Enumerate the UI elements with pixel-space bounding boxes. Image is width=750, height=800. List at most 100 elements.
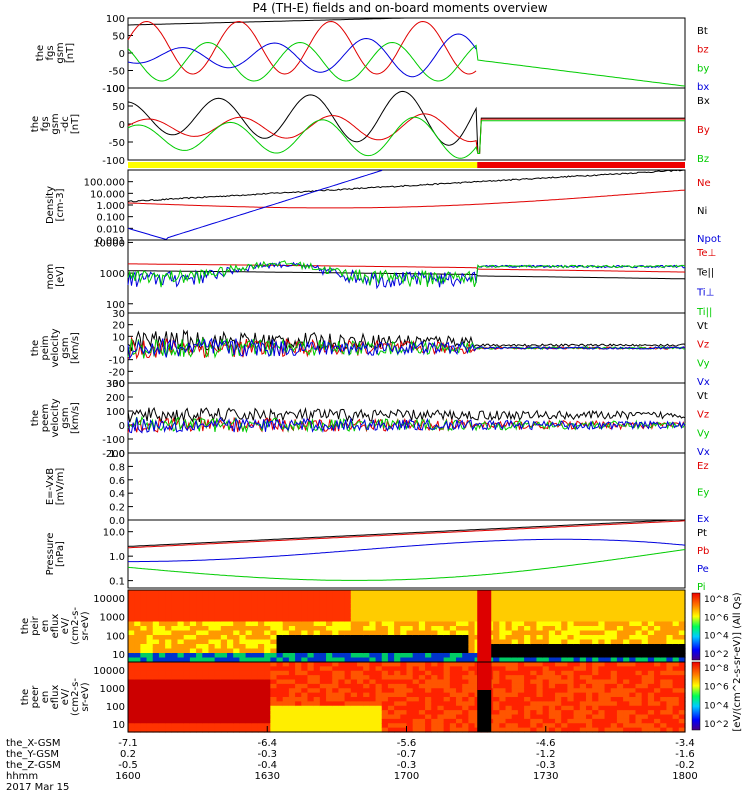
spectrogram-cell (387, 670, 395, 676)
spectrogram-cell (598, 590, 606, 596)
spectrogram-cell (264, 705, 271, 711)
spectrogram-cell (301, 675, 309, 681)
spectrogram-cell (189, 714, 197, 720)
spectrogram-cell (678, 727, 686, 733)
spectrogram-cell (165, 590, 172, 596)
spectrogram-cell (264, 679, 271, 685)
spectrogram-cell (555, 630, 562, 636)
spectrogram-cell (629, 723, 637, 729)
spectrogram-cell (548, 612, 556, 618)
spectrogram-cell (604, 701, 612, 707)
spectrogram-cell (517, 617, 525, 623)
spectrogram-cell (251, 683, 259, 689)
spectrogram-cell (468, 599, 476, 605)
spectrogram-cell (616, 697, 624, 702)
spectrogram-cell (666, 644, 674, 650)
spectrogram-cell (456, 697, 463, 702)
spectrogram-cell (350, 635, 358, 641)
spectrogram-cell (610, 692, 618, 698)
spectrogram-cell (208, 670, 216, 676)
spectrogram-cell (134, 679, 141, 685)
spectrogram-cell (227, 705, 234, 711)
spectrogram-cell (542, 599, 550, 605)
spectrogram-cell (610, 718, 618, 724)
spectrogram-cell (177, 692, 185, 698)
spectrogram-cell (363, 662, 370, 667)
spectrogram-cell (542, 701, 550, 707)
spectrogram-cell (270, 688, 278, 694)
spectrogram-cell (641, 705, 649, 711)
spectrogram-cell (449, 608, 457, 614)
spectrogram-cell (449, 675, 457, 681)
spectrogram-cell (257, 679, 265, 685)
spectrogram-cell (344, 630, 352, 636)
spectrogram-cell (208, 662, 216, 667)
spectrogram-cell (456, 626, 463, 632)
spectrogram-cell (666, 603, 674, 609)
spectrogram-cell (313, 590, 321, 596)
spectrogram-cell (301, 599, 309, 605)
spectrogram-cell (171, 653, 179, 659)
spectrogram-cell (183, 612, 191, 618)
spectrogram-cell (319, 635, 327, 641)
spectrogram-cell (517, 688, 525, 694)
spectrogram-cell (499, 599, 507, 605)
spectrogram-cell (134, 688, 141, 694)
spectrogram-cell (400, 705, 408, 711)
spectrogram-cell (660, 701, 668, 707)
spectrogram-cell (635, 648, 643, 654)
spectrogram-cell (288, 714, 296, 720)
spectrogram-cell (282, 644, 290, 650)
spectrogram-cell (313, 714, 321, 720)
spectrogram-cell (282, 653, 290, 659)
spectrogram-cell (356, 705, 364, 711)
spectrogram-cell (449, 692, 457, 698)
spectrogram-cell (196, 714, 203, 720)
spectrogram-cell (381, 718, 389, 724)
spectrogram-cell (387, 723, 395, 729)
spectrogram-cell (555, 621, 562, 627)
spectrogram-cell (585, 705, 593, 711)
spectrogram-cell (573, 718, 581, 724)
spectrogram-cell (666, 648, 674, 654)
spectrogram-cell (233, 714, 240, 720)
spectrogram-cell (666, 653, 674, 659)
spectrogram-cell (511, 723, 519, 729)
spectrogram-cell (134, 727, 141, 733)
spectrogram-cell (530, 727, 538, 733)
spectrogram-cell (468, 705, 476, 711)
spectrogram-cell (319, 657, 327, 663)
spectrogram-cell (338, 594, 346, 600)
y-axis-label: eV/ (60, 617, 71, 634)
spectrogram-cell (598, 727, 606, 733)
spectrogram-cell (425, 653, 432, 659)
spectrogram-cell (264, 666, 271, 672)
spectrogram-cell (152, 714, 160, 720)
spectrogram-cell (356, 630, 364, 636)
spectrogram-cell (678, 723, 686, 729)
spectrogram-cell (431, 666, 439, 672)
spectrogram-cell (660, 626, 668, 632)
spectrogram-cell (641, 666, 649, 672)
spectrogram-cell (641, 662, 649, 667)
spectrogram-cell (629, 635, 637, 641)
spectrogram-cell (678, 639, 686, 645)
spectrogram-cell (616, 666, 624, 672)
spectrogram-cell (363, 679, 370, 685)
spectrogram-cell (332, 617, 340, 623)
spectrogram-cell (660, 617, 668, 623)
spectrogram-cell (431, 714, 439, 720)
spectrogram-cell (128, 710, 135, 716)
spectrogram-cell (344, 718, 352, 724)
spectrogram-cell (307, 723, 315, 729)
spectrogram-cell (344, 683, 352, 689)
spectrogram-cell (307, 701, 315, 707)
x-row-value: -0.2 (675, 760, 695, 771)
spectrogram-cell (431, 617, 439, 623)
spectrogram-cell (418, 635, 426, 641)
spectrogram-cell (660, 710, 668, 716)
spectrogram-cell (629, 666, 637, 672)
figure-title: P4 (TH-E) fields and on-board moments ov… (252, 1, 547, 15)
spectrogram-cell (654, 648, 661, 654)
